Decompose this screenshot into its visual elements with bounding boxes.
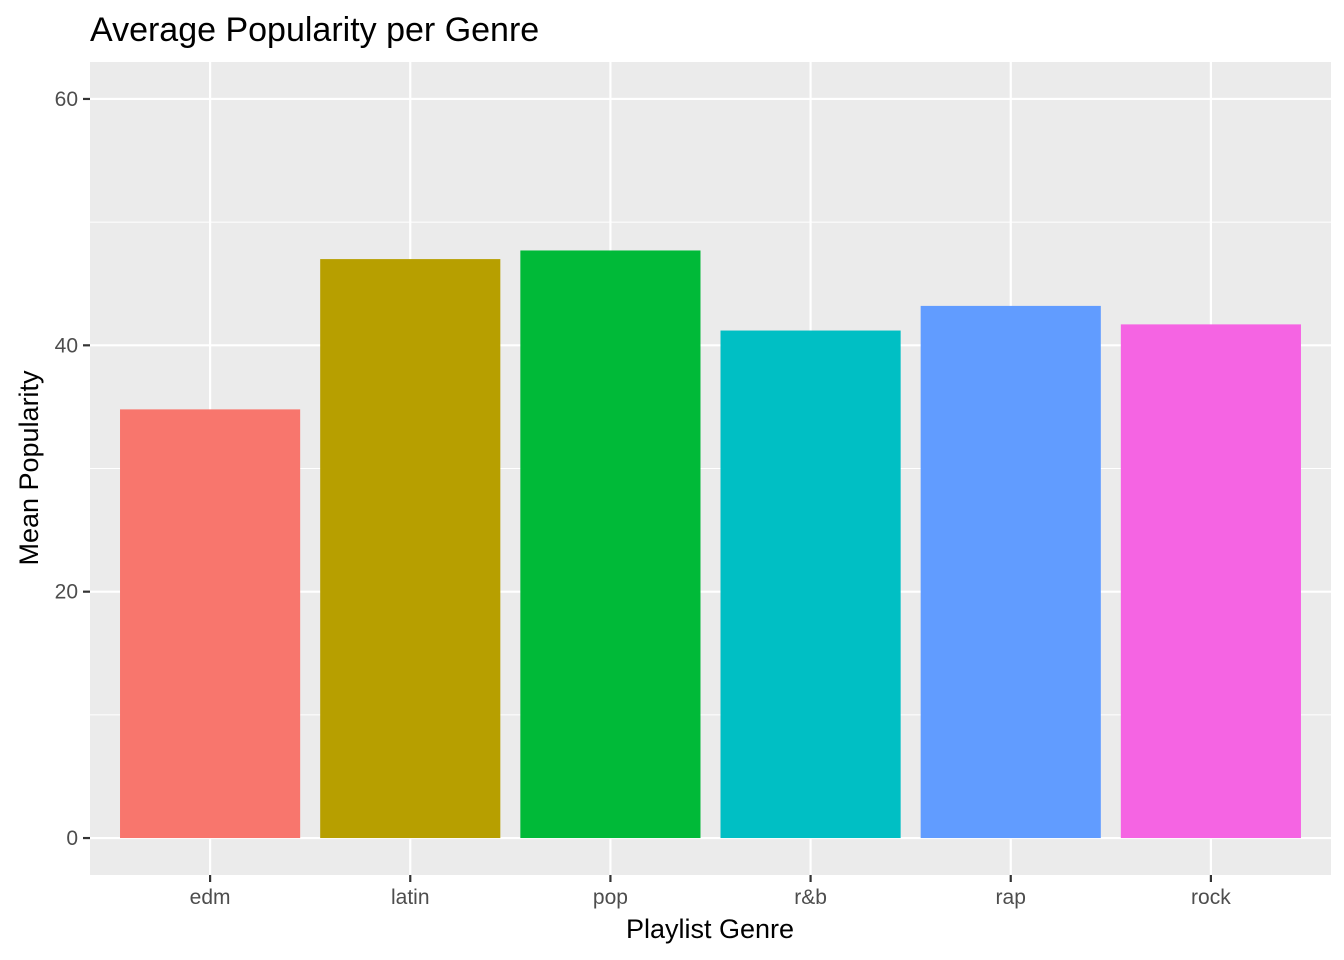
x-tick-label: r&b (794, 886, 827, 909)
x-axis: edm latin pop r&b rap rock (190, 875, 1231, 909)
bar-pop (520, 250, 701, 839)
bar-edm (120, 409, 301, 839)
chart-title: Average Popularity per Genre (90, 11, 539, 49)
y-tick-label: 60 (55, 88, 78, 111)
y-axis-title: Mean Popularity (14, 370, 44, 566)
y-tick-label: 20 (55, 581, 78, 604)
x-tick-label: rock (1191, 886, 1231, 909)
bar-rock (1120, 324, 1301, 839)
bar-latin (320, 259, 501, 839)
x-tick-label: edm (190, 886, 231, 909)
x-axis-title: Playlist Genre (626, 914, 794, 944)
x-tick-label: pop (593, 886, 628, 909)
y-tick-label: 0 (66, 827, 78, 850)
bar-rap (920, 305, 1101, 839)
y-tick-label: 40 (55, 334, 78, 357)
bars (120, 250, 1301, 839)
x-tick-label: latin (391, 886, 430, 909)
y-axis: 0 20 40 60 (55, 88, 90, 850)
bar-r&b (720, 330, 901, 839)
x-tick-label: rap (996, 886, 1026, 909)
